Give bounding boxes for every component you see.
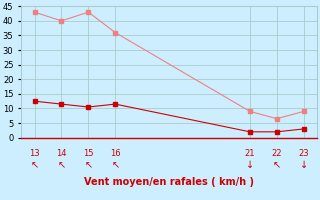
Text: ↓: ↓ xyxy=(246,160,254,170)
X-axis label: Vent moyen/en rafales ( km/h ): Vent moyen/en rafales ( km/h ) xyxy=(84,177,254,187)
Text: ↓: ↓ xyxy=(300,160,308,170)
Text: ↖: ↖ xyxy=(273,160,281,170)
Text: ↖: ↖ xyxy=(57,160,66,170)
Text: ↖: ↖ xyxy=(111,160,119,170)
Text: ↖: ↖ xyxy=(30,160,39,170)
Text: ↖: ↖ xyxy=(84,160,92,170)
